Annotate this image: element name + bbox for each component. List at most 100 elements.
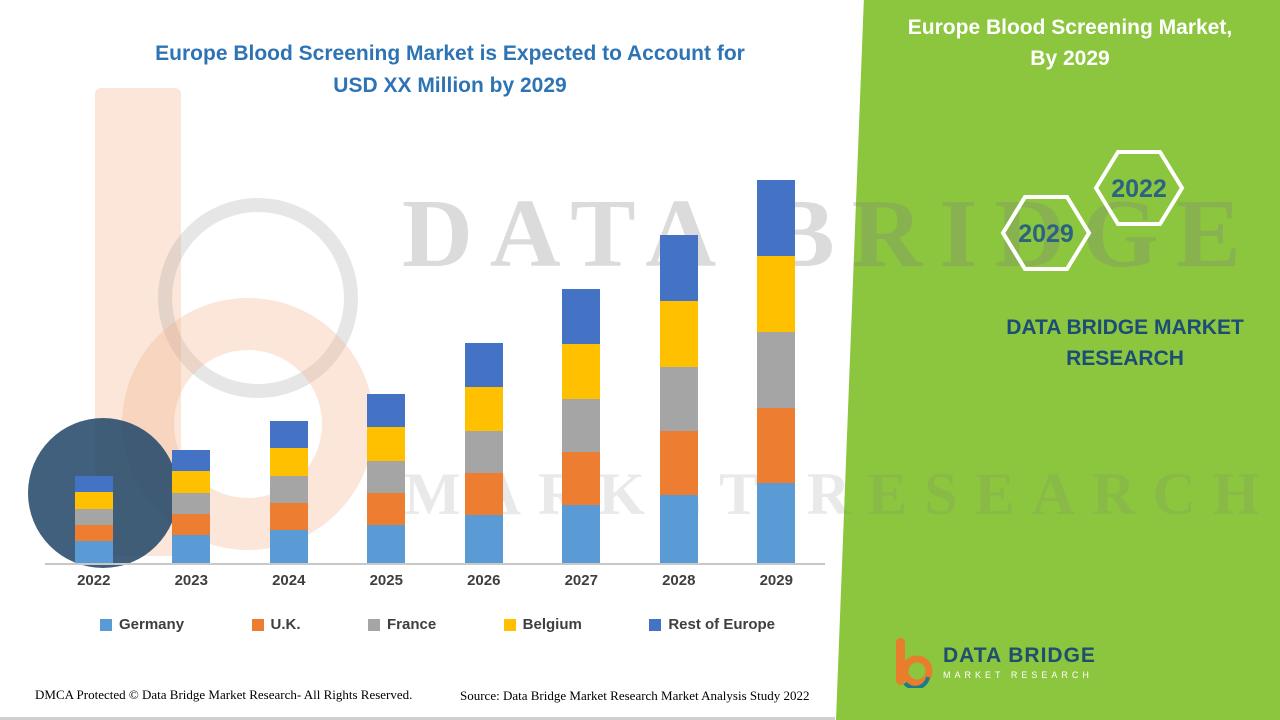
bar-segment-belgium-2026 bbox=[464, 387, 503, 431]
chart-title-line2: USD XX Million by 2029 bbox=[333, 74, 567, 97]
brand-text-line1: DATA BRIDGE MARKET bbox=[1006, 316, 1244, 339]
legend-label-u-k: U.K. bbox=[270, 616, 301, 633]
bar-segment-belgium-2029 bbox=[757, 256, 796, 332]
bar-2023 bbox=[172, 450, 211, 563]
legend-item-france: France bbox=[367, 616, 437, 633]
bar-segment-rest-of-europe-2029 bbox=[757, 180, 796, 256]
side-panel-heading-line1: Europe Blood Screening Market, bbox=[907, 16, 1233, 39]
hexagon-2029-label: 2029 bbox=[1018, 220, 1074, 248]
bar-segment-germany-2025 bbox=[367, 525, 406, 563]
bar-segment-belgium-2024 bbox=[269, 448, 308, 476]
stacked-bar-chart: 2022 2023 2024 2025 2026 2027 2028 2029 Germany… bbox=[45, 165, 825, 633]
legend-swatch-u-k bbox=[251, 618, 264, 631]
bottom-divider bbox=[0, 717, 835, 720]
x-axis-label-2022: 2022 bbox=[77, 572, 111, 589]
hexagon-outline bbox=[1000, 195, 1092, 271]
side-panel-heading: Europe Blood Screening Market, By 2029 bbox=[880, 12, 1260, 74]
bar-segment-germany-2022 bbox=[74, 541, 113, 563]
x-axis-label-2026: 2026 bbox=[467, 572, 501, 589]
brand-text: DATA BRIDGE MARKET RESEARCH bbox=[950, 312, 1280, 374]
chart-title-line1: Europe Blood Screening Market is Expecte… bbox=[155, 42, 745, 65]
legend-item-u-k: U.K. bbox=[251, 616, 301, 633]
x-axis-label-2028: 2028 bbox=[662, 572, 696, 589]
bar-2026 bbox=[464, 343, 503, 563]
bar-segment-u-k-2028 bbox=[659, 431, 698, 495]
bar-segment-belgium-2025 bbox=[367, 427, 406, 461]
bar-2028 bbox=[659, 235, 698, 563]
bar-segment-rest-of-europe-2025 bbox=[367, 394, 406, 427]
bar-segment-rest-of-europe-2024 bbox=[269, 421, 308, 448]
legend-swatch-rest-of-europe bbox=[649, 618, 662, 631]
bar-segment-france-2022 bbox=[74, 509, 113, 525]
bar-segment-belgium-2023 bbox=[172, 471, 211, 493]
bar-segment-u-k-2024 bbox=[269, 503, 308, 530]
bar-segment-germany-2027 bbox=[562, 505, 601, 563]
side-panel-heading-line2: By 2029 bbox=[1030, 47, 1110, 70]
source-note: Source: Data Bridge Market Research Mark… bbox=[460, 688, 810, 703]
legend-item-germany: Germany bbox=[100, 616, 184, 633]
bar-2029 bbox=[757, 180, 796, 563]
hexagon-outline bbox=[1093, 150, 1185, 226]
bar-segment-rest-of-europe-2026 bbox=[464, 343, 503, 387]
bar-segment-germany-2023 bbox=[172, 535, 211, 563]
legend-label-rest-of-europe: Rest of Europe bbox=[668, 616, 775, 633]
x-axis-label-2024: 2024 bbox=[272, 572, 306, 589]
legend-label-germany: Germany bbox=[119, 616, 185, 633]
legend-swatch-france bbox=[367, 618, 380, 631]
x-axis: 2022 2023 2024 2025 2026 2027 2028 2029 bbox=[45, 572, 825, 589]
brand-text-line2: RESEARCH bbox=[1066, 347, 1184, 370]
bar-segment-rest-of-europe-2027 bbox=[562, 289, 601, 344]
chart-title: Europe Blood Screening Market is Expecte… bbox=[60, 38, 840, 102]
data-bridge-b-icon bbox=[896, 638, 933, 688]
hexagon-2022: 2022 bbox=[1093, 150, 1185, 226]
bar-segment-belgium-2028 bbox=[659, 301, 698, 367]
company-logo-title: DATA BRIDGE bbox=[943, 644, 1096, 667]
bar-segment-france-2026 bbox=[464, 431, 503, 473]
bar-segment-germany-2024 bbox=[269, 530, 308, 563]
company-logo-subtitle: MARKET RESEARCH bbox=[943, 670, 1093, 680]
bar-segment-belgium-2022 bbox=[74, 492, 113, 509]
bar-segment-germany-2028 bbox=[659, 495, 698, 563]
legend-swatch-germany bbox=[100, 618, 112, 631]
bar-segment-rest-of-europe-2022 bbox=[74, 476, 113, 492]
legend-swatch-belgium bbox=[503, 618, 516, 631]
bar-segment-germany-2029 bbox=[757, 483, 796, 563]
x-axis-label-2023: 2023 bbox=[174, 572, 208, 589]
x-axis-label-2029: 2029 bbox=[759, 572, 793, 589]
company-logo: DATA BRIDGE MARKET RESEARCH bbox=[893, 636, 1096, 688]
bar-segment-u-k-2026 bbox=[464, 473, 503, 515]
hexagon-2029: 2029 bbox=[1000, 195, 1092, 271]
legend-item-belgium: Belgium bbox=[503, 616, 582, 633]
bar-segment-germany-2026 bbox=[464, 515, 503, 563]
bar-segment-france-2029 bbox=[757, 332, 796, 408]
bar-segment-france-2027 bbox=[562, 399, 601, 452]
plot-area bbox=[45, 165, 825, 565]
side-panel-background bbox=[836, 0, 1280, 720]
legend: Germany U.K. France Belgium Rest of Europe bbox=[45, 616, 825, 633]
dmca-notice: DMCA Protected © Data Bridge Market Rese… bbox=[35, 687, 413, 702]
bar-2027 bbox=[562, 289, 601, 563]
company-logo-text: DATA BRIDGE MARKET RESEARCH bbox=[943, 644, 1096, 680]
bar-2025 bbox=[367, 394, 406, 563]
bar-segment-france-2028 bbox=[659, 367, 698, 431]
bar-segment-france-2024 bbox=[269, 476, 308, 503]
bar-2024 bbox=[269, 421, 308, 563]
legend-label-france: France bbox=[386, 616, 437, 633]
bar-2022 bbox=[74, 476, 113, 563]
bar-segment-u-k-2029 bbox=[757, 408, 796, 483]
legend-item-rest-of-europe: Rest of Europe bbox=[649, 616, 775, 633]
bar-segment-belgium-2027 bbox=[562, 344, 601, 399]
x-axis-label-2027: 2027 bbox=[564, 572, 598, 589]
legend-label-belgium: Belgium bbox=[522, 616, 582, 633]
bar-segment-u-k-2023 bbox=[172, 514, 211, 535]
x-axis-label-2025: 2025 bbox=[369, 572, 403, 589]
bar-segment-u-k-2025 bbox=[367, 493, 406, 525]
bar-segment-rest-of-europe-2023 bbox=[172, 450, 211, 471]
watermark-text-market-research: MARKET RESEARCH bbox=[404, 461, 1277, 527]
bar-segment-u-k-2027 bbox=[562, 452, 601, 505]
hexagon-2022-label: 2022 bbox=[1111, 175, 1167, 203]
bar-segment-u-k-2022 bbox=[74, 525, 113, 541]
bar-segment-france-2023 bbox=[172, 493, 211, 514]
bar-segment-france-2025 bbox=[367, 461, 406, 493]
